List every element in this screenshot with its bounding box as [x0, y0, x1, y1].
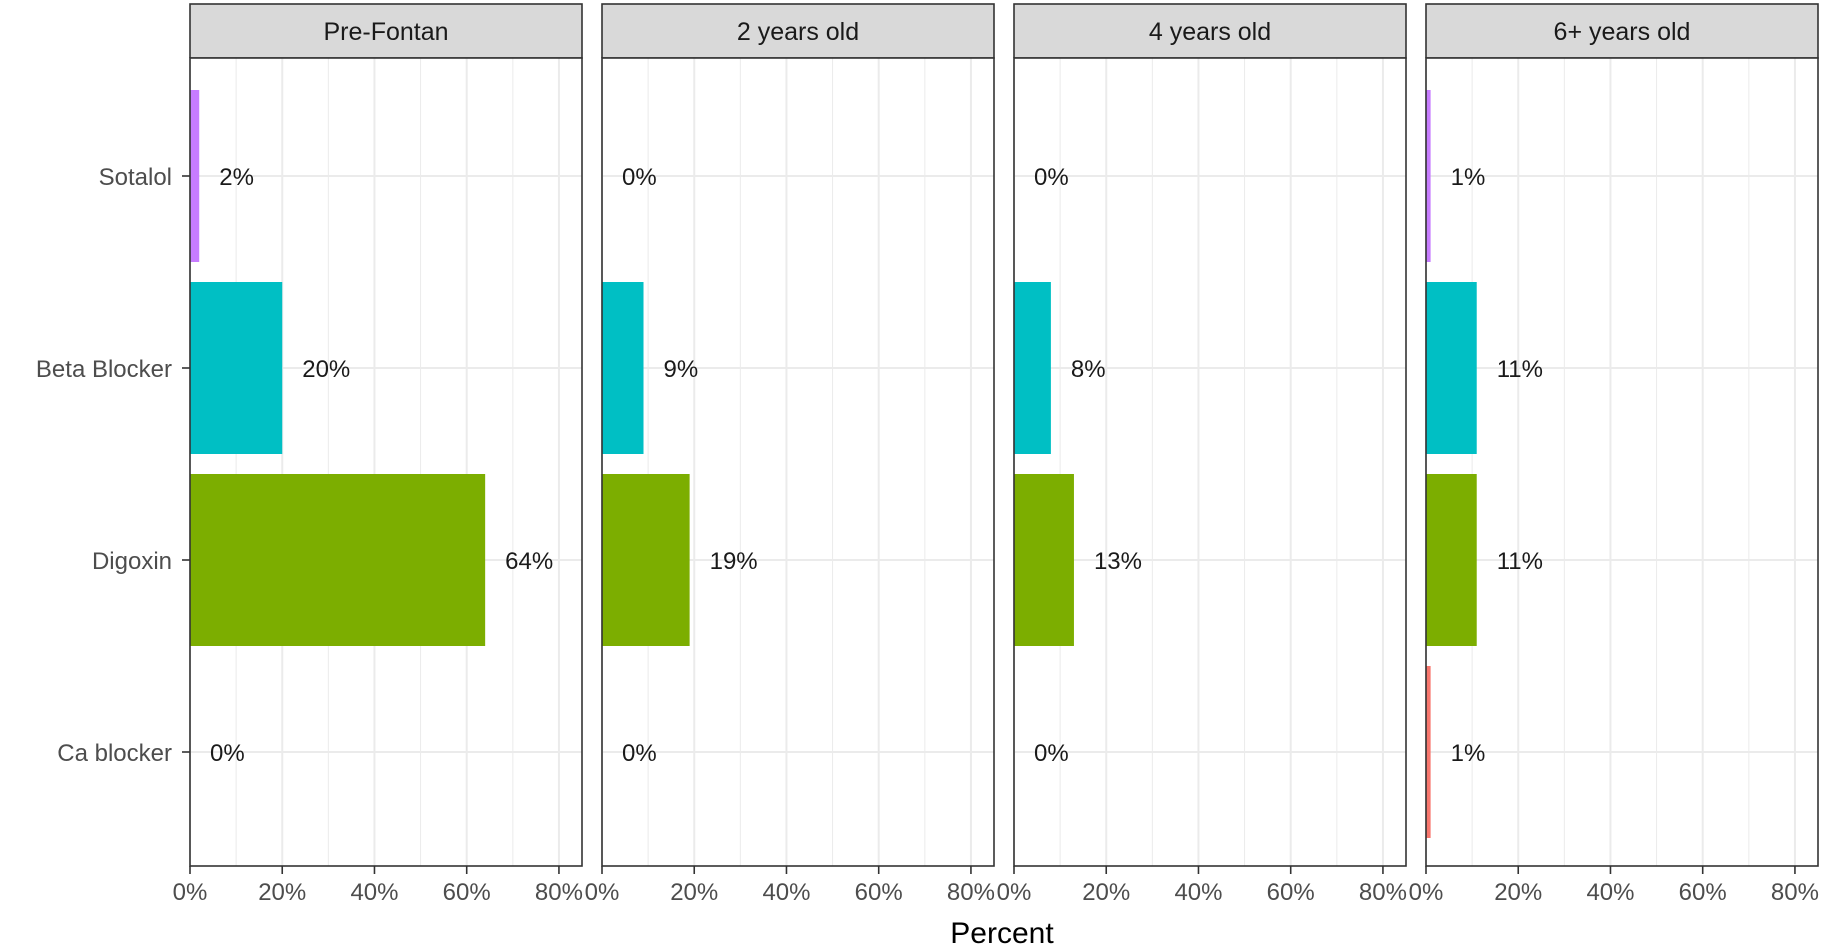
- panel-strip: [601, 3, 995, 59]
- x-tick-label: 60%: [1267, 879, 1315, 906]
- bar-label-ca-blocker: 1%: [1451, 740, 1486, 767]
- x-tick-label: 40%: [1174, 879, 1222, 906]
- bar-label-beta-blocker: 11%: [1497, 356, 1543, 383]
- panel-strip-label: 2 years old: [737, 18, 859, 46]
- bar-digoxin: [190, 474, 486, 646]
- x-tick-label: 60%: [443, 879, 491, 906]
- x-tick-label: 0%: [997, 879, 1032, 906]
- y-tick-label-sotalol: Sotalol: [99, 164, 172, 191]
- x-tick-label: 60%: [855, 879, 903, 906]
- bar-digoxin: [602, 474, 690, 646]
- x-tick-label: 40%: [762, 879, 810, 906]
- x-tick-label: 80%: [1359, 879, 1407, 906]
- bar-label-sotalol: 0%: [1034, 164, 1069, 191]
- y-tick-label-digoxin: Digoxin: [92, 548, 172, 575]
- bar-label-digoxin: 64%: [505, 548, 553, 575]
- panel-pre-fontan: Pre-Fontan 2% 20% 64% 0% 0% 20% 40% 60% 80%: [173, 3, 583, 906]
- panel-background: [602, 58, 994, 866]
- bar-sotalol: [1426, 90, 1431, 262]
- panel-2-years-old: 2 years old 0% 9% 19% 0% 0% 20% 40% 60% 80%: [585, 3, 995, 906]
- x-tick-label: 20%: [258, 879, 306, 906]
- panel-border: [601, 57, 995, 867]
- panel-strip-label: Pre-Fontan: [323, 18, 448, 46]
- panel-strip: [1425, 3, 1819, 59]
- y-axis: Sotalol Beta Blocker Digoxin Ca blocker: [36, 164, 190, 767]
- x-tick-label: 40%: [350, 879, 398, 906]
- bar-ca-blocker: [1426, 666, 1431, 838]
- x-tick-label: 0%: [1409, 879, 1444, 906]
- bar-label-digoxin: 13%: [1094, 548, 1142, 575]
- panel-background: [190, 58, 582, 866]
- bar-label-sotalol: 1%: [1451, 164, 1486, 191]
- panel-border: [189, 57, 583, 867]
- y-tick-label-ca-blocker: Ca blocker: [57, 740, 172, 767]
- bar-label-sotalol: 0%: [622, 164, 657, 191]
- bar-label-sotalol: 2%: [219, 164, 254, 191]
- bar-label-digoxin: 11%: [1497, 548, 1543, 575]
- bar-digoxin: [1426, 474, 1477, 646]
- bar-label-ca-blocker: 0%: [622, 740, 657, 767]
- bar-beta-blocker: [1014, 282, 1051, 454]
- bar-label-beta-blocker: 8%: [1071, 356, 1106, 383]
- panel-background: [1014, 58, 1406, 866]
- panel-4-years-old: 4 years old 0% 8% 13% 0% 0% 20% 40% 60% 80%: [997, 3, 1407, 906]
- x-tick-label: 0%: [585, 879, 620, 906]
- panel-border: [1425, 57, 1819, 867]
- bar-digoxin: [1014, 474, 1074, 646]
- x-tick-label: 20%: [1082, 879, 1130, 906]
- x-tick-label: 80%: [535, 879, 583, 906]
- bar-label-beta-blocker: 9%: [664, 356, 699, 383]
- panel-strip-label: 6+ years old: [1554, 18, 1691, 46]
- x-tick-label: 80%: [947, 879, 995, 906]
- bar-label-digoxin: 19%: [710, 548, 758, 575]
- x-tick-label: 40%: [1586, 879, 1634, 906]
- panel-strip: [1013, 3, 1407, 59]
- panel-strip: [189, 3, 583, 59]
- y-tick-label-beta-blocker: Beta Blocker: [36, 356, 172, 383]
- panel-strip-label: 4 years old: [1149, 18, 1271, 46]
- bar-label-ca-blocker: 0%: [210, 740, 245, 767]
- bar-sotalol: [190, 90, 200, 262]
- x-tick-label: 20%: [670, 879, 718, 906]
- x-tick-label: 60%: [1679, 879, 1727, 906]
- panel-6-years-old: 6+ years old 1% 11% 11% 1% 0% 20% 40% 60% 80%: [1409, 3, 1819, 906]
- x-tick-label: 0%: [173, 879, 208, 906]
- x-axis-title: Percent: [950, 917, 1054, 948]
- x-tick-label: 20%: [1494, 879, 1542, 906]
- panel-background: [1426, 58, 1818, 866]
- x-tick-label: 80%: [1771, 879, 1819, 906]
- bar-beta-blocker: [190, 282, 283, 454]
- panel-border: [1013, 57, 1407, 867]
- bar-label-beta-blocker: 20%: [302, 356, 350, 383]
- bar-beta-blocker: [1426, 282, 1477, 454]
- bar-beta-blocker: [602, 282, 644, 454]
- bar-label-ca-blocker: 0%: [1034, 740, 1069, 767]
